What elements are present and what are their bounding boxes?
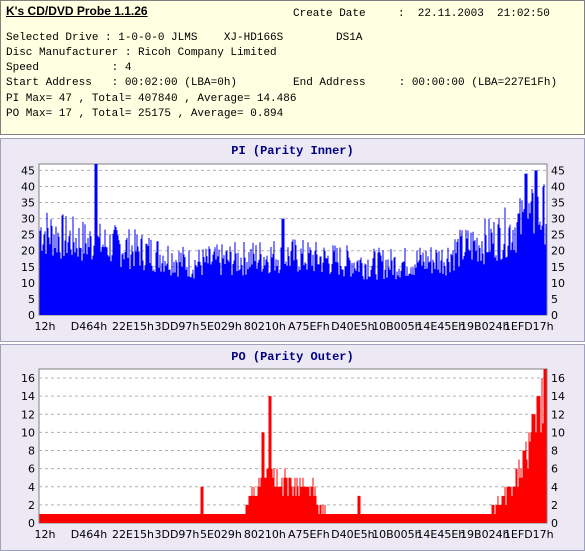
create-date-label: Create Date [293, 8, 366, 20]
pi-x-tick: 5E029h [200, 320, 242, 333]
po-y-tick-left: 16 [21, 372, 35, 385]
po-bars [39, 369, 547, 523]
pi-x-tick: 22E15h [112, 320, 154, 333]
pi-y-tick-right: 20 [551, 245, 565, 258]
po-x-tick: 14E45Eh [416, 528, 465, 541]
pi-y-tick-left: 0 [28, 309, 35, 322]
po-x-tick: A75EFh [288, 528, 330, 541]
pi-x-tick: 1EFD17h [504, 320, 554, 333]
po-y-tick-right: 2 [551, 499, 558, 512]
po-x-tick: D464h [71, 528, 107, 541]
po-x-tick: 10B005h [372, 528, 422, 541]
pi-chart: 0 0 5 5 10 10 15 15 20 20 25 25 30 30 35 35 40 40 45 45 12h D… [21, 163, 565, 333]
po-y-tick-right: 10 [551, 426, 565, 439]
app-title: K's CD/DVD Probe 1.1.26 [6, 4, 148, 18]
po-chart: 0 0 2 2 4 4 6 6 8 8 10 10 12 12 14 14 16 16 12h D464h 22E15h… [21, 368, 565, 541]
pi-y-tick-left: 20 [21, 245, 35, 258]
pi-y-tick-right: 10 [551, 277, 565, 290]
po-x-tick: 5E029h [200, 528, 242, 541]
po-x-tick: 22E15h [112, 528, 154, 541]
po-y-tick-right: 12 [551, 408, 565, 421]
speed-line: Speed : 4 [6, 62, 132, 74]
po-y-tick-left: 4 [28, 481, 35, 494]
po-stats-line: PO Max= 17 , Total= 25175 , Average= 0.8… [6, 108, 284, 120]
po-x-tick: 80210h [244, 528, 286, 541]
pi-x-tick: 3DD97h [154, 320, 199, 333]
po-chart-panel: PO (Parity Outer) 0 0 2 2 4 4 6 6 8 8 10 10 12 12 14 14… [0, 344, 585, 551]
pi-y-tick-right: 0 [551, 309, 558, 322]
pi-y-tick-right: 5 [551, 293, 558, 306]
create-date-value: : 22.11.2003 21:02:50 [398, 8, 550, 20]
po-y-tick-right: 6 [551, 463, 558, 476]
po-y-tick-right: 16 [551, 372, 565, 385]
selected-drive-line: Selected Drive : 1-0-0-0 JLMS XJ-HD166S … [6, 32, 363, 44]
pi-x-tick: 80210h [244, 320, 286, 333]
pi-stats-line: PI Max= 47 , Total= 407840 , Average= 14… [6, 93, 297, 105]
po-x-tick: D40E5h [331, 528, 374, 541]
po-x-tick: 19B024h [460, 528, 510, 541]
po-y-tick-left: 10 [21, 426, 35, 439]
disc-manufacturer-line: Disc Manufacturer : Ricoh Company Limite… [6, 47, 277, 59]
start-address-line: Start Address : 00:02:00 (LBA=0h) [6, 77, 238, 89]
pi-y-tick-left: 35 [21, 197, 35, 210]
pi-x-tick: 14E45Eh [416, 320, 465, 333]
pi-y-tick-left: 25 [21, 229, 35, 242]
pi-y-tick-left: 30 [21, 213, 35, 226]
pi-x-tick: D464h [71, 320, 107, 333]
pi-y-tick-left: 10 [21, 277, 35, 290]
po-y-tick-left: 2 [28, 499, 35, 512]
pi-y-tick-right: 15 [551, 261, 565, 274]
pi-x-tick: 12h [35, 320, 56, 333]
pi-chart-title: PI (Parity Inner) [231, 144, 354, 158]
pi-y-tick-left: 40 [21, 180, 35, 193]
po-x-tick: 3DD97h [154, 528, 199, 541]
po-y-tick-left: 14 [21, 390, 35, 403]
pi-y-tick-left: 5 [28, 293, 35, 306]
po-y-tick-right: 4 [551, 481, 558, 494]
po-y-tick-left: 8 [28, 445, 35, 458]
po-y-tick-right: 14 [551, 390, 565, 403]
pi-x-tick: 10B005h [372, 320, 422, 333]
pi-y-tick-right: 45 [551, 164, 565, 177]
po-y-tick-right: 0 [551, 517, 558, 530]
pi-y-tick-right: 25 [551, 229, 565, 242]
pi-x-tick: 19B024h [460, 320, 510, 333]
pi-x-tick: D40E5h [331, 320, 374, 333]
pi-bars [39, 164, 547, 315]
po-x-tick: 1EFD17h [504, 528, 554, 541]
pi-y-tick-right: 30 [551, 213, 565, 226]
pi-chart-panel: PI (Parity Inner) 0 0 5 5 10 10 15 15 20 20 25 25 30… [0, 138, 585, 342]
pi-y-tick-right: 40 [551, 180, 565, 193]
pi-y-tick-right: 35 [551, 197, 565, 210]
po-chart-title: PO (Parity Outer) [231, 350, 354, 364]
end-address-line: End Address : 00:00:00 (LBA=227E1Fh) [293, 77, 558, 89]
po-y-tick-right: 8 [551, 445, 558, 458]
po-y-tick-left: 0 [28, 517, 35, 530]
po-y-tick-left: 12 [21, 408, 35, 421]
info-panel: K's CD/DVD Probe 1.1.26 Create Date : 22… [0, 0, 585, 135]
po-y-tick-left: 6 [28, 463, 35, 476]
pi-y-tick-left: 45 [21, 164, 35, 177]
po-x-tick: 12h [35, 528, 56, 541]
pi-x-tick: A75EFh [288, 320, 330, 333]
pi-y-tick-left: 15 [21, 261, 35, 274]
